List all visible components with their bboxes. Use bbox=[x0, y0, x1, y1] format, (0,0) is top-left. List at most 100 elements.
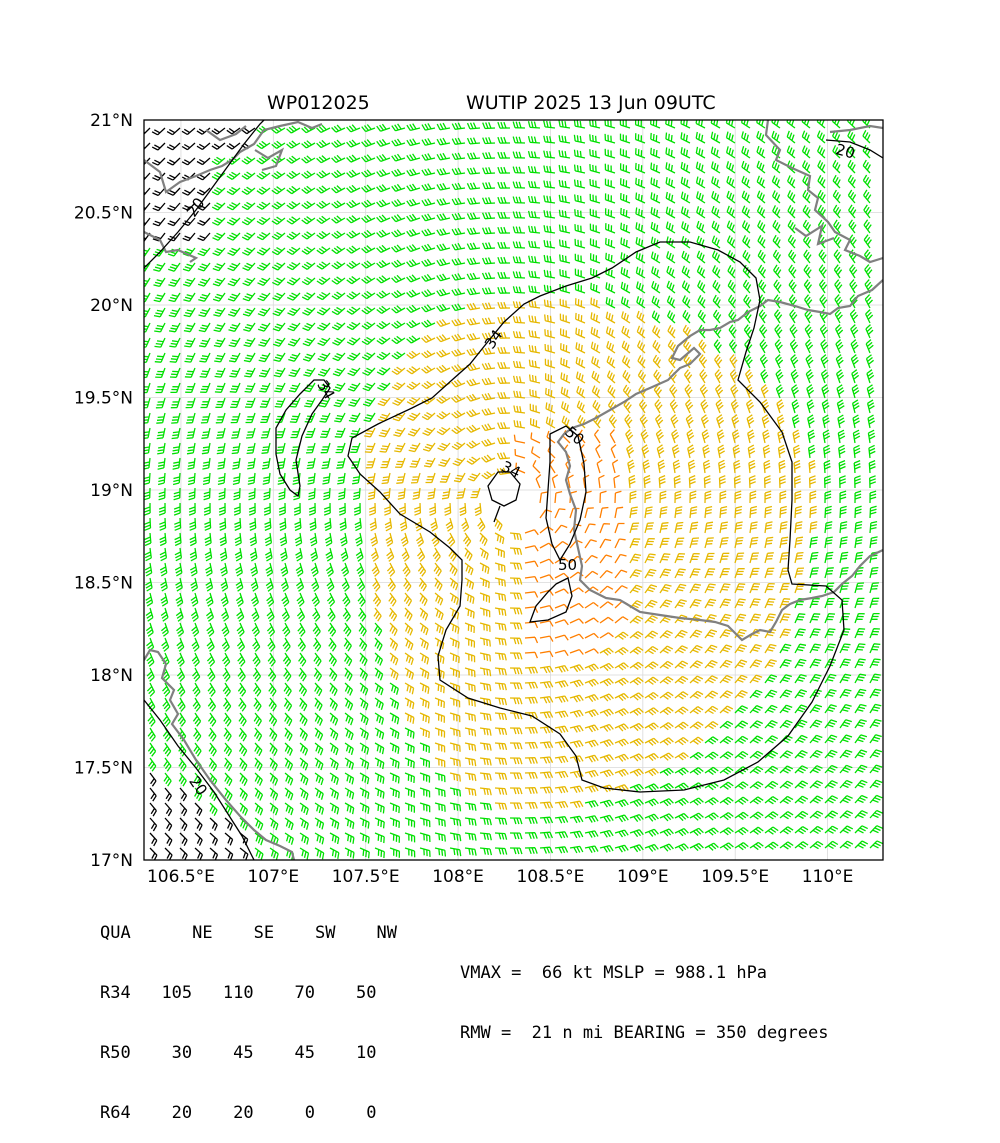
wind-barb bbox=[674, 521, 684, 534]
wind-barb bbox=[149, 847, 158, 860]
wind-barb bbox=[838, 444, 846, 459]
wind-barb bbox=[421, 334, 436, 343]
wind-barb bbox=[316, 200, 331, 209]
wind-barb bbox=[743, 294, 752, 309]
wind-barb bbox=[787, 219, 796, 234]
wind-barb bbox=[298, 682, 308, 697]
wind-barb bbox=[312, 637, 322, 652]
wind-barb bbox=[464, 787, 477, 796]
wind-barb bbox=[197, 262, 211, 272]
wind-barb bbox=[242, 277, 256, 287]
wind-barb bbox=[332, 367, 346, 377]
wind-barb bbox=[329, 847, 340, 860]
wind-barb bbox=[569, 679, 584, 688]
wind-barb bbox=[406, 123, 421, 132]
wind-barb bbox=[719, 490, 727, 504]
wind-barb bbox=[719, 796, 734, 806]
wind-barb bbox=[223, 757, 233, 772]
wind-barb bbox=[820, 369, 829, 384]
wind-barb bbox=[305, 442, 316, 454]
wind-barb bbox=[809, 840, 824, 850]
wind-barb bbox=[482, 122, 496, 130]
wind-barb bbox=[308, 502, 316, 516]
wind-barb bbox=[512, 345, 526, 354]
wind-barb bbox=[227, 232, 241, 241]
wind-barb bbox=[157, 457, 166, 470]
wind-barb bbox=[776, 399, 785, 414]
wind-barb bbox=[644, 599, 658, 609]
wind-barb bbox=[215, 397, 226, 409]
wind-barb bbox=[228, 322, 241, 333]
wind-barb bbox=[809, 521, 818, 534]
wind-barb bbox=[673, 474, 681, 489]
wind-barb bbox=[527, 135, 541, 144]
wind-barb bbox=[839, 628, 851, 639]
wind-barb bbox=[224, 847, 234, 860]
wind-barb bbox=[687, 444, 695, 459]
wind-barb bbox=[689, 706, 704, 715]
wind-barb bbox=[809, 734, 823, 744]
wind-barb bbox=[847, 189, 857, 204]
wind-barb bbox=[147, 742, 157, 757]
wind-barb bbox=[554, 816, 569, 824]
wind-barb bbox=[621, 340, 631, 354]
wind-barb bbox=[314, 727, 324, 741]
lon-label: 108.5°E bbox=[516, 867, 584, 887]
wind-barb bbox=[466, 137, 481, 145]
wind-barb bbox=[731, 429, 740, 444]
wind-barb bbox=[866, 369, 875, 384]
wind-barb bbox=[318, 397, 331, 408]
wind-barb bbox=[589, 149, 601, 159]
wind-barb bbox=[689, 721, 704, 730]
wind-barb bbox=[822, 429, 831, 444]
wind-barb bbox=[771, 130, 781, 144]
wind-barb bbox=[357, 592, 366, 607]
wind-barb bbox=[809, 673, 822, 684]
wind-barb bbox=[247, 457, 256, 470]
wind-barb bbox=[346, 230, 361, 239]
wind-barb bbox=[160, 622, 169, 637]
wind-barb bbox=[497, 376, 511, 384]
wind-barb bbox=[146, 667, 155, 682]
wind-barb bbox=[276, 457, 286, 470]
wind-barb bbox=[513, 390, 526, 399]
wind-barb bbox=[614, 646, 629, 656]
wind-barb bbox=[256, 140, 271, 150]
wind-barb bbox=[839, 749, 853, 759]
wind-barb bbox=[299, 817, 309, 830]
wind-barb bbox=[794, 536, 804, 549]
wind-barb bbox=[614, 784, 629, 793]
wind-barb bbox=[144, 412, 151, 424]
wind-barb bbox=[436, 228, 451, 236]
wind-barb bbox=[159, 547, 168, 562]
wind-barb bbox=[619, 120, 631, 129]
wind-barb bbox=[575, 327, 586, 339]
wind-barb bbox=[316, 291, 331, 301]
wind-barb bbox=[314, 697, 323, 711]
lon-label: 108°E bbox=[432, 867, 484, 887]
wind-barb bbox=[865, 354, 874, 369]
wind-barb bbox=[269, 817, 279, 831]
wind-barb bbox=[466, 212, 481, 220]
wind-barb bbox=[466, 317, 481, 326]
wind-barb bbox=[297, 622, 306, 637]
wind-barb bbox=[260, 412, 271, 424]
wind-barb bbox=[554, 619, 569, 626]
table-header: QUA NE SE SW NW bbox=[100, 923, 397, 943]
wind-barb bbox=[376, 336, 391, 345]
wind-barb bbox=[719, 674, 733, 684]
wind-barb bbox=[653, 369, 662, 384]
table-row: R50 30 45 45 10 bbox=[100, 1043, 377, 1063]
wind-barb bbox=[757, 249, 766, 264]
wind-barb bbox=[629, 753, 644, 762]
wind-barb bbox=[286, 185, 301, 195]
wind-barb bbox=[524, 666, 539, 674]
wind-barb bbox=[512, 196, 526, 204]
wind-barb bbox=[824, 643, 836, 654]
wind-barb bbox=[303, 367, 316, 377]
wind-barb bbox=[749, 735, 764, 744]
wind-barb bbox=[779, 795, 794, 805]
wind-barb bbox=[839, 825, 854, 834]
wind-barb bbox=[258, 352, 271, 363]
wind-barb bbox=[178, 757, 187, 772]
